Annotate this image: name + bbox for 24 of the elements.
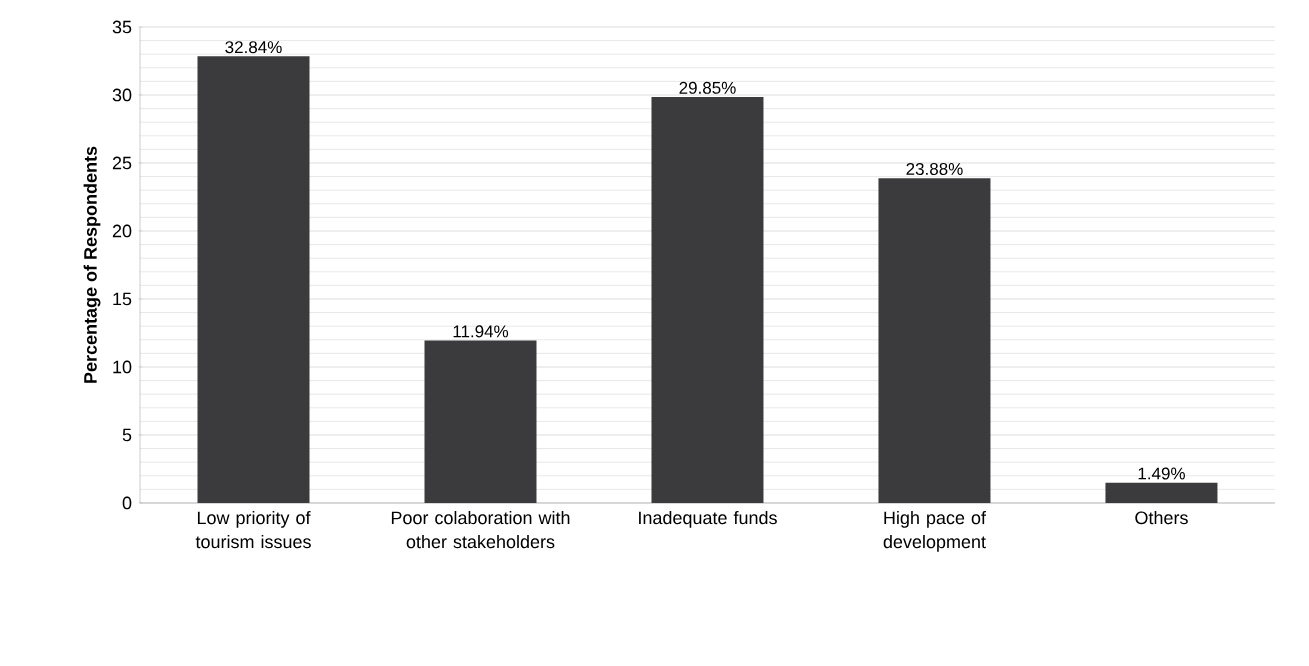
data-label: 29.85%: [679, 81, 736, 94]
data-label: 32.84%: [225, 41, 282, 54]
y-tick-label: 10: [113, 360, 132, 374]
bar: [651, 97, 764, 503]
bar: [424, 340, 537, 503]
y-tick-label: 0: [122, 496, 132, 510]
data-label: 1.49%: [1138, 467, 1185, 480]
y-tick-label: 5: [122, 428, 132, 442]
data-label: 23.88%: [906, 162, 963, 176]
x-tick-label: Low priority of tourism issues: [195, 510, 311, 549]
data-label: 11.94%: [453, 325, 509, 338]
x-tick-label: Inadequate funds: [639, 510, 777, 528]
y-axis-title: Percentage of Respondents: [83, 146, 101, 383]
y-tick-label: 20: [112, 224, 132, 238]
bar: [197, 56, 310, 503]
y-tick-label: 30: [112, 88, 132, 102]
x-tick-label: High pace of development: [883, 510, 986, 552]
bar: [878, 178, 991, 503]
x-tick-label: Others: [1135, 510, 1188, 525]
y-tick-label: 15: [113, 292, 132, 306]
y-tick-label: 35: [112, 20, 132, 34]
x-tick-label: Poor colaboration with other stakeholders: [391, 510, 570, 549]
bar: [1105, 482, 1218, 503]
y-tick-label: 25: [112, 156, 132, 170]
